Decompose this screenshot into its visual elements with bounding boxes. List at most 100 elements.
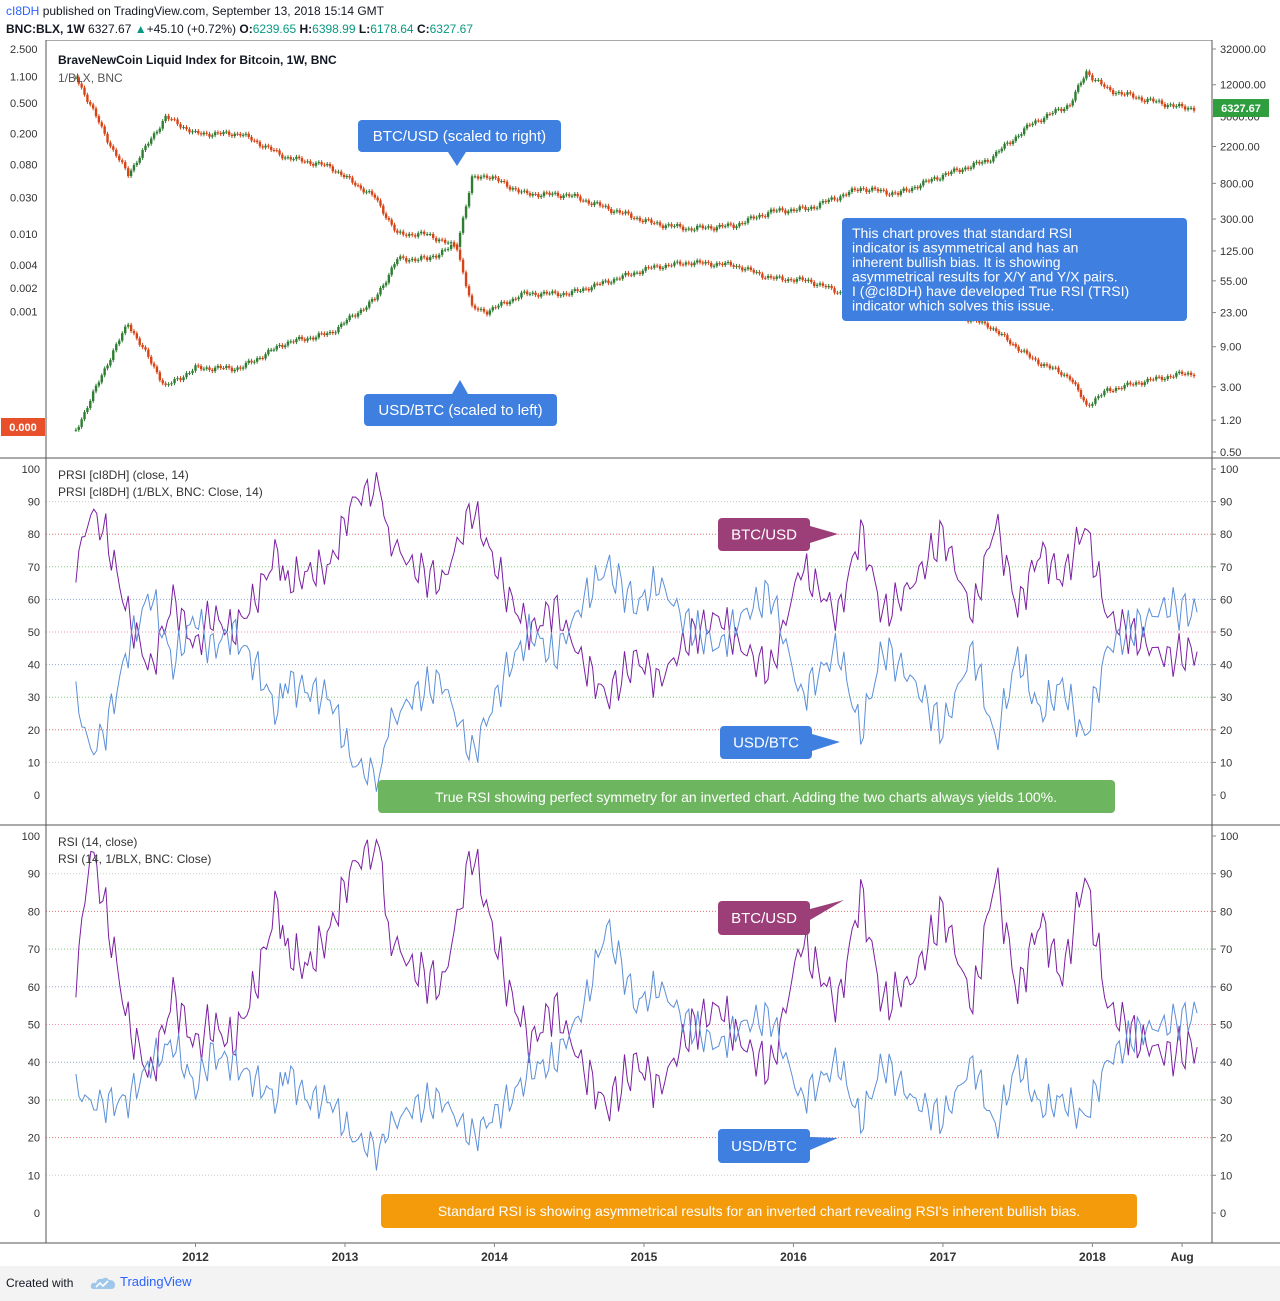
candle-body <box>505 181 509 187</box>
right-axis-tick: 0 <box>1220 790 1226 802</box>
candle-body <box>624 272 627 276</box>
callout-rsi-usd-btc: USD/BTC <box>718 1129 838 1163</box>
candle-body <box>1034 120 1037 124</box>
left-axis-tick: 0.001 <box>10 306 38 318</box>
candle-body <box>345 320 349 324</box>
candle-body <box>179 124 182 128</box>
candle-body <box>933 177 936 179</box>
candle-body <box>452 242 456 247</box>
candle-body <box>89 101 92 105</box>
candle-body <box>1157 100 1161 102</box>
candle-body <box>261 357 264 359</box>
candle-body <box>1071 379 1074 383</box>
candle-body <box>244 133 248 135</box>
candle-body <box>264 354 267 359</box>
candle-body <box>545 291 548 294</box>
candle-body <box>701 225 705 229</box>
candle-body <box>485 311 489 315</box>
candle-body <box>1031 357 1034 359</box>
main-chart-title: BraveNewCoin Liquid Index for Bitcoin, 1… <box>58 53 337 67</box>
candle-body <box>821 201 825 203</box>
right-axis-tick: 90 <box>1220 497 1232 509</box>
candle-body <box>661 225 665 229</box>
candle-body <box>635 217 639 219</box>
symbol-label[interactable]: BNC:BLX, 1W <box>6 22 85 36</box>
main-chart-subtitle: 1/BLX, BNC <box>58 71 123 85</box>
candle-body <box>950 171 953 175</box>
candle-body <box>80 83 83 88</box>
right-axis-tick: 100 <box>1220 831 1238 843</box>
candle-body <box>726 223 730 227</box>
candle-body <box>559 196 562 199</box>
candle-body <box>789 279 793 281</box>
candle-body <box>986 160 989 162</box>
rsi-line-usd-btc <box>75 918 1198 1171</box>
candle-body <box>815 284 819 286</box>
time-axis-tick: 2016 <box>780 1250 807 1264</box>
candle-body <box>1014 136 1017 142</box>
candle-body <box>752 270 755 273</box>
left-value-tag-text: 0.000 <box>9 422 37 434</box>
candle-body <box>573 289 577 291</box>
candle-body <box>342 174 346 178</box>
candle-body <box>1143 100 1146 103</box>
right-axis-tick: 0.50 <box>1220 447 1241 459</box>
author-link[interactable]: cI8DH <box>6 4 40 18</box>
candle-body <box>537 194 540 197</box>
candle-body <box>761 273 764 278</box>
candle-body <box>121 160 124 163</box>
right-axis-tick: 20 <box>1220 1133 1232 1145</box>
candle-body <box>488 177 492 179</box>
note-box-bg <box>842 218 1187 321</box>
candle-body <box>1097 396 1100 399</box>
candle-body <box>503 302 506 304</box>
candle-body <box>865 188 868 192</box>
candle-body <box>1048 113 1052 115</box>
candle-body <box>787 211 790 214</box>
candle-body <box>334 332 337 334</box>
candle-body <box>908 190 911 192</box>
candle-body <box>396 230 399 233</box>
left-axis-tick: 1.100 <box>10 72 38 84</box>
candle-body <box>684 229 688 231</box>
candle-body <box>428 234 432 236</box>
candle-body <box>77 426 80 430</box>
candle-body <box>281 154 284 159</box>
candle-body <box>664 225 667 229</box>
candle-body <box>523 190 526 192</box>
candle-body <box>197 365 200 367</box>
candle-body <box>655 265 659 267</box>
right-axis-tick: 80 <box>1220 529 1232 541</box>
candle-body <box>941 174 945 180</box>
candle-body <box>749 267 753 271</box>
candle-body <box>1003 143 1006 149</box>
candle-body <box>458 232 462 247</box>
candle-body <box>461 217 465 233</box>
candle-body <box>384 213 388 218</box>
candle-body <box>1091 75 1094 81</box>
candle-body <box>1106 388 1109 391</box>
candle-body <box>758 214 761 218</box>
candle-body <box>326 163 329 166</box>
candle-body <box>1120 91 1123 95</box>
candle-body <box>528 293 532 295</box>
candle-body <box>1100 395 1103 397</box>
candle-body <box>382 285 385 288</box>
candle-body <box>735 226 738 229</box>
candle-body <box>182 127 185 129</box>
candle-body <box>373 194 377 198</box>
callout-usd-btc-left-text: USD/BTC (scaled to left) <box>378 402 542 419</box>
candle-body <box>824 285 828 288</box>
candle-body <box>1152 98 1155 102</box>
candle-body <box>306 338 309 341</box>
right-axis-tick: 23.00 <box>1220 308 1248 320</box>
candle-body <box>1160 100 1164 105</box>
tradingview-link[interactable]: TradingView <box>90 1274 192 1290</box>
callout-prsi-usd-btc-box <box>720 726 812 759</box>
chart-area[interactable]: 2.5001.1000.5000.2000.0800.0300.0100.004… <box>0 40 1280 1266</box>
candle-body <box>579 196 582 201</box>
candle-body <box>283 157 287 159</box>
candle-body <box>158 128 162 132</box>
candle-body <box>644 267 647 271</box>
right-axis-tick: 10 <box>1220 1170 1232 1182</box>
